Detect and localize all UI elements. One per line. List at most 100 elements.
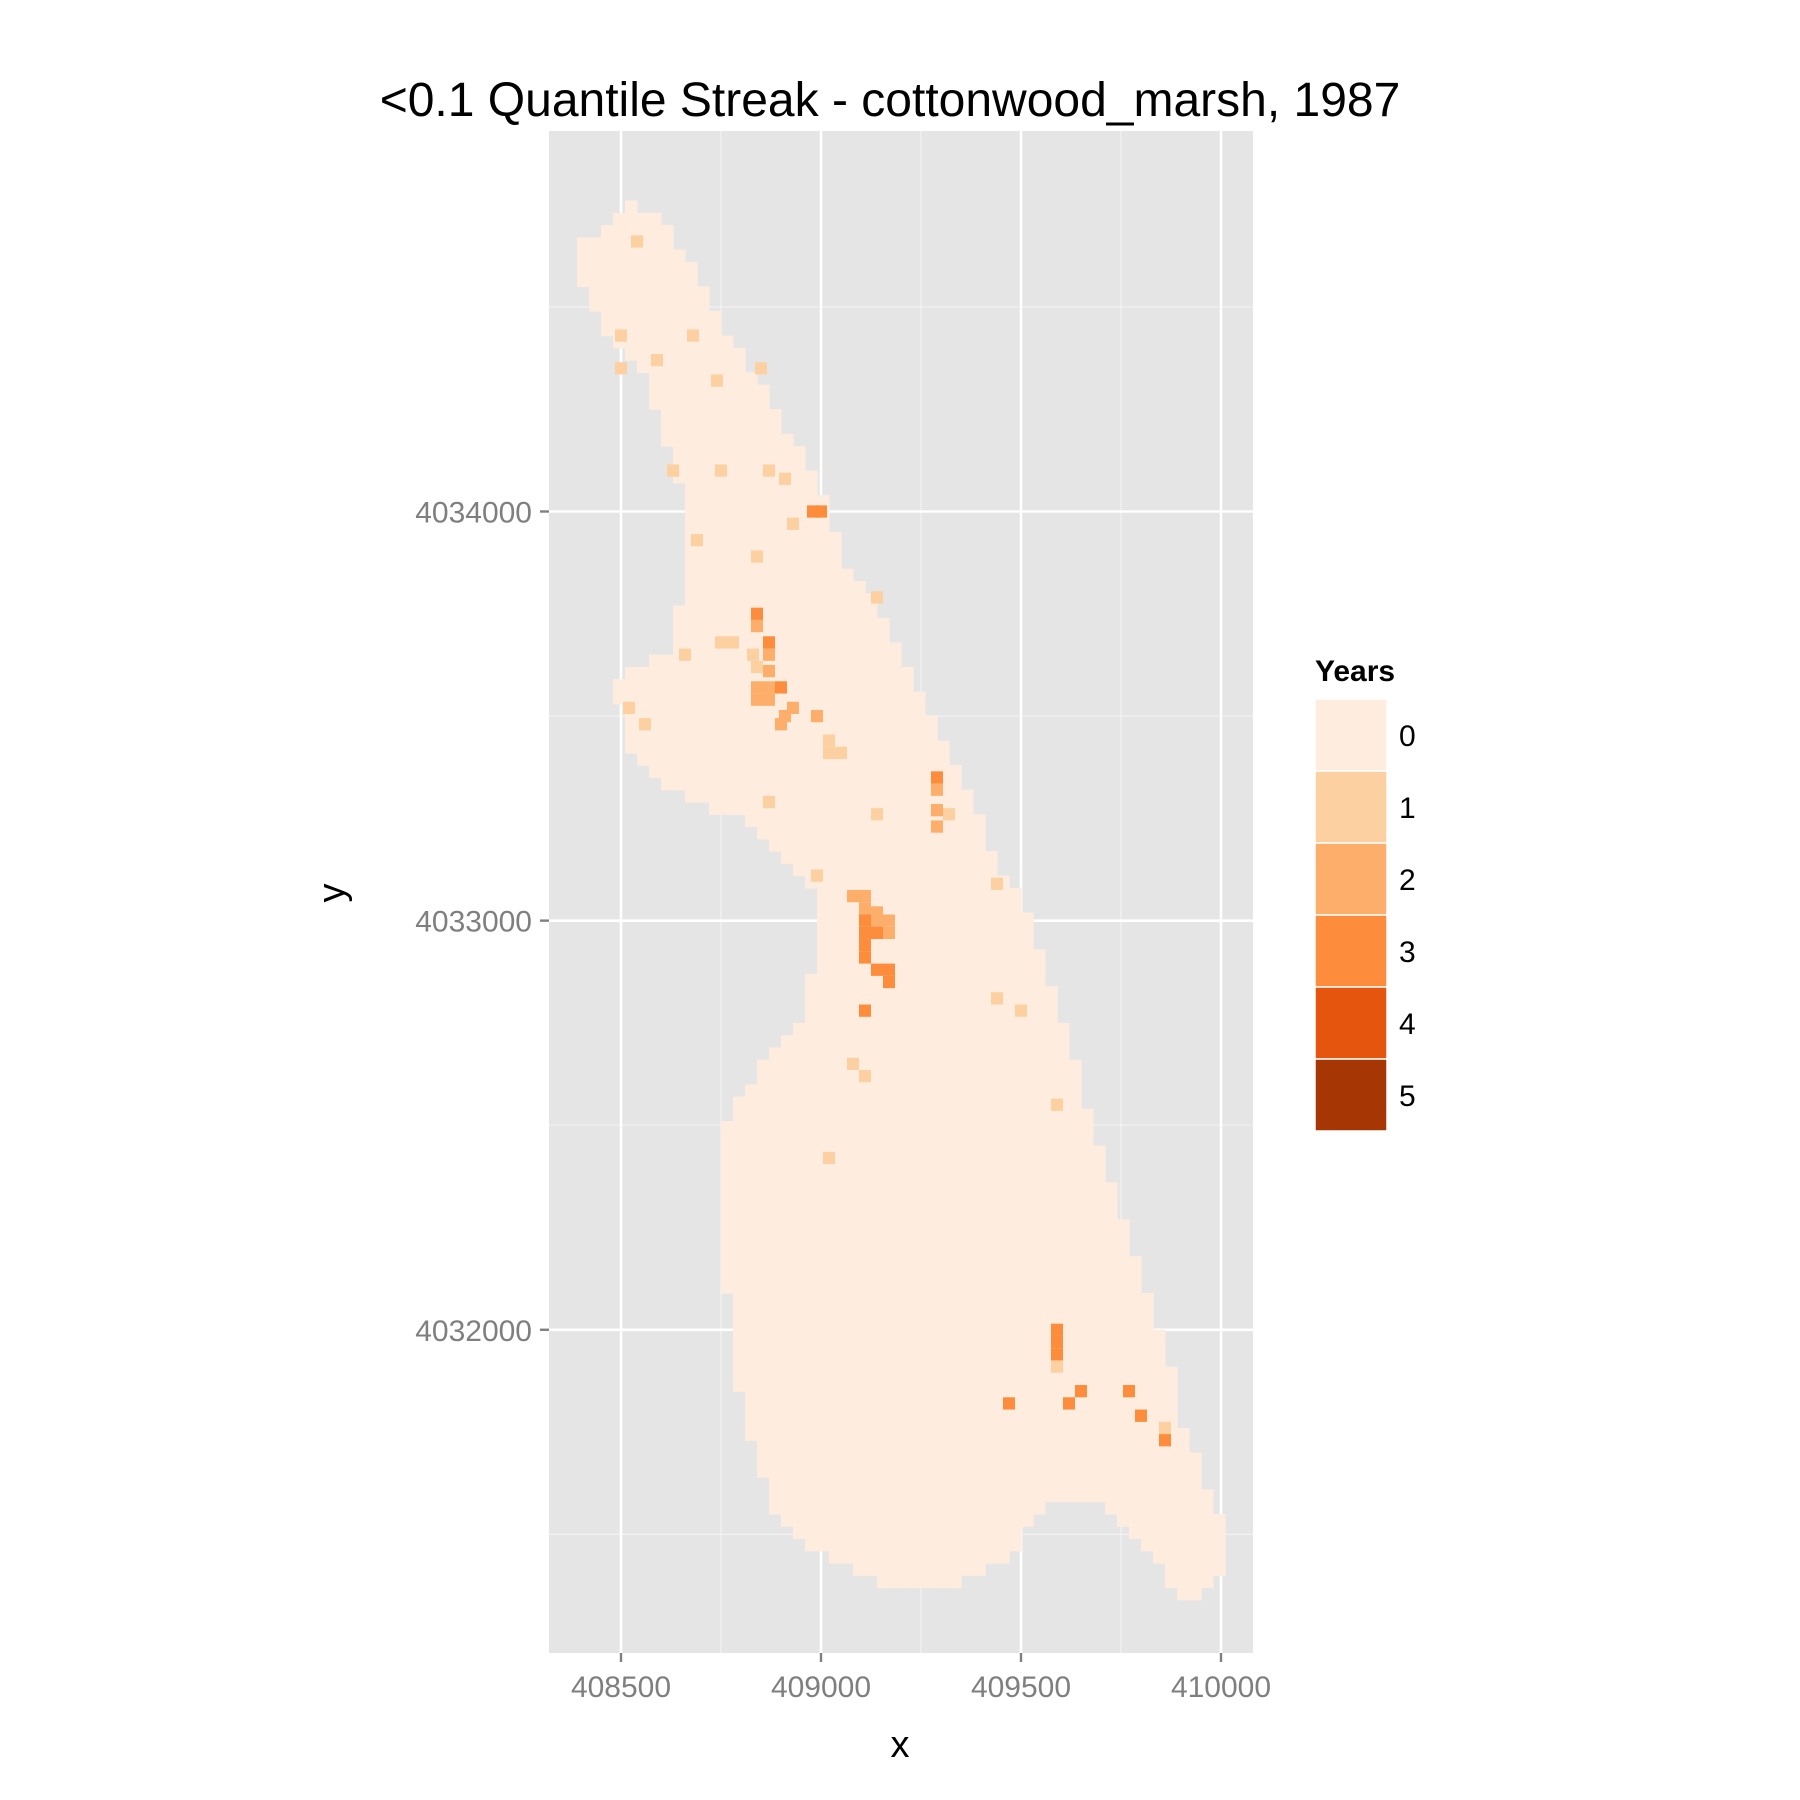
raster-cell [865, 1378, 878, 1392]
raster-cell [1177, 1440, 1190, 1454]
raster-cell [805, 617, 818, 631]
raster-cell [913, 1342, 926, 1355]
raster-cell [901, 703, 914, 717]
raster-cell [1141, 1477, 1154, 1490]
raster-cell [913, 900, 926, 914]
raster-cell [829, 973, 842, 987]
raster-cell [997, 1010, 1010, 1024]
raster-cell [1117, 1366, 1130, 1380]
raster-cell [841, 703, 854, 717]
raster-cell [877, 728, 890, 742]
raster-cell [889, 949, 902, 963]
raster-cell-value [1003, 1397, 1015, 1410]
raster-cell [721, 1231, 734, 1245]
raster-cell [769, 409, 782, 423]
raster-cell [853, 1305, 866, 1319]
raster-cell [817, 765, 830, 779]
raster-cell [745, 752, 758, 766]
raster-cell [757, 446, 770, 459]
raster-cell [913, 1575, 926, 1589]
raster-cell [997, 1305, 1010, 1319]
raster-cell [877, 1268, 890, 1282]
raster-cell [889, 875, 902, 889]
raster-cell [781, 1059, 794, 1073]
raster-cell [949, 1464, 962, 1478]
raster-cell [949, 1182, 962, 1196]
raster-cell [1201, 1575, 1214, 1589]
raster-cell [817, 666, 830, 680]
raster-cell [1021, 949, 1034, 963]
raster-cell [1009, 1194, 1022, 1208]
raster-cell [1057, 1035, 1070, 1049]
raster-cell [1129, 1489, 1142, 1503]
raster-cell [1021, 1268, 1034, 1282]
raster-cell [829, 1550, 842, 1564]
raster-cell [769, 1305, 782, 1319]
raster-cell [793, 728, 806, 742]
raster-cell [817, 900, 830, 914]
raster-cell [829, 1427, 842, 1441]
raster-cell [925, 1194, 938, 1208]
x-tick-label: 409000 [771, 1671, 871, 1704]
raster-cell [769, 1231, 782, 1245]
raster-cell [841, 605, 854, 619]
raster-cell [901, 961, 914, 975]
y-tick-label: 4032000 [415, 1315, 532, 1348]
raster-cell [1141, 1354, 1154, 1368]
raster-cell [961, 973, 974, 987]
raster-cell [817, 1133, 830, 1147]
raster-cell [1069, 1121, 1082, 1134]
raster-cell [973, 838, 986, 852]
raster-cell [733, 654, 746, 668]
raster-cell [937, 924, 950, 938]
raster-cell [1165, 1464, 1178, 1478]
raster-cell [625, 323, 638, 337]
raster-cell [793, 666, 806, 680]
raster-cell [973, 1550, 986, 1564]
raster-cell [805, 642, 818, 656]
raster-cell [913, 777, 926, 791]
raster-cell [733, 1133, 746, 1147]
raster-cell [829, 1366, 842, 1380]
raster-cell [853, 642, 866, 656]
raster-cell [793, 691, 806, 705]
raster-cell [1093, 1378, 1106, 1392]
raster-cell [1045, 1427, 1058, 1441]
raster-cell [649, 286, 662, 300]
raster-cell [1081, 1182, 1094, 1196]
raster-cell [949, 1317, 962, 1331]
raster-cell [901, 1194, 914, 1208]
raster-cell [793, 1366, 806, 1380]
raster-cell [793, 630, 806, 644]
raster-cell [1045, 1108, 1058, 1122]
raster-cell [1069, 1059, 1082, 1073]
raster-cell [625, 261, 638, 275]
raster-cell [937, 1513, 950, 1527]
raster-cell [697, 519, 710, 533]
raster-cell [805, 1464, 818, 1478]
raster-cell [745, 384, 758, 398]
raster-cell [745, 1268, 758, 1282]
raster-cell-value [1051, 1335, 1063, 1349]
raster-cell [949, 1096, 962, 1110]
raster-cell [745, 482, 758, 496]
raster-cell [925, 1170, 938, 1184]
raster-cell [661, 716, 674, 729]
raster-cell [1033, 949, 1046, 963]
raster-cell [757, 1207, 770, 1220]
raster-cell [793, 1243, 806, 1257]
raster-cell [865, 1145, 878, 1159]
raster-cell [1117, 1342, 1130, 1355]
raster-cell [805, 666, 818, 680]
raster-cell [853, 1096, 866, 1110]
raster-cell [805, 1121, 818, 1134]
raster-cell [1093, 1415, 1106, 1429]
raster-cell [757, 826, 770, 840]
raster-cell [925, 1157, 938, 1171]
raster-cell-value [931, 804, 943, 817]
raster-cell [781, 1256, 794, 1270]
raster-cell [661, 384, 674, 398]
raster-cell [733, 531, 746, 545]
raster-cell [889, 1550, 902, 1564]
raster-cell [757, 482, 770, 496]
